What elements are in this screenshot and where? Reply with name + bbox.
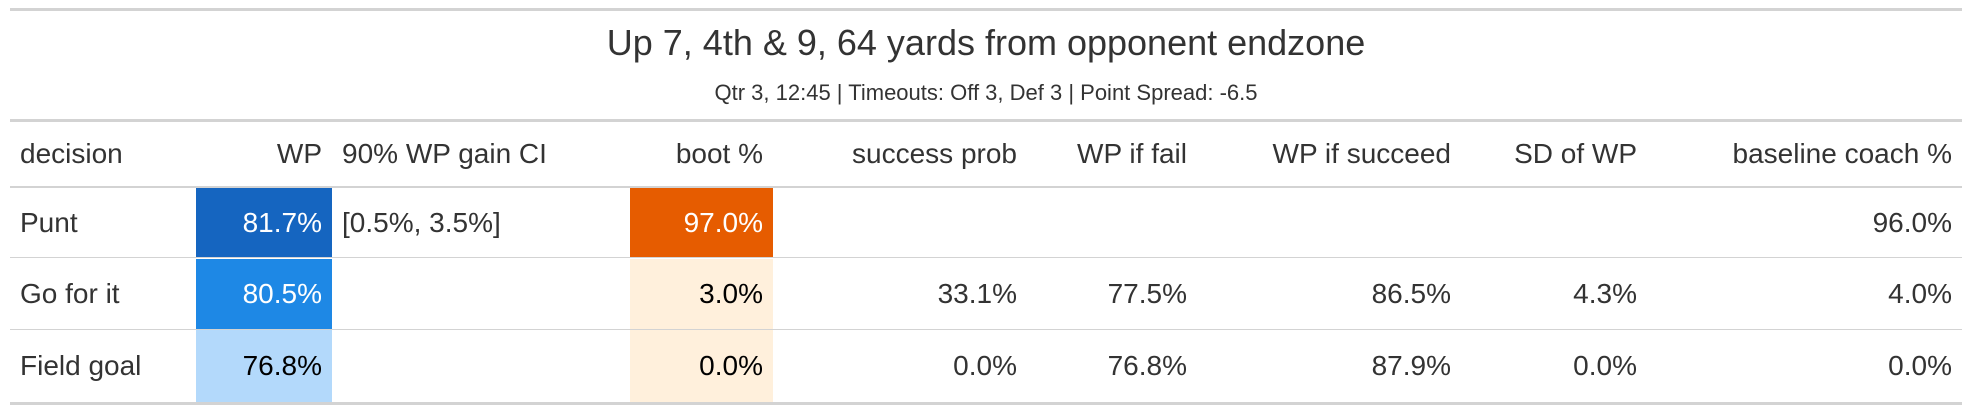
table-subtitle: Qtr 3, 12:45 | Timeouts: Off 3, Def 3 | …	[714, 80, 1258, 105]
decision-cell: Field goal	[20, 350, 142, 381]
sd-cell: 4.3%	[1573, 278, 1637, 309]
wp-cell: 81.7%	[196, 188, 332, 257]
boot-cell: 3.0%	[630, 259, 773, 329]
baseline-cell: 96.0%	[1872, 206, 1952, 238]
fail-cell: 77.5%	[1107, 278, 1187, 309]
header-row: decision WP 90% WP gain CI boot % succes…	[10, 122, 1962, 188]
success-cell	[773, 188, 1027, 257]
succeed-cell	[1197, 188, 1461, 257]
ci-cell	[332, 330, 618, 402]
wp-cell: 76.8%	[196, 330, 332, 402]
fail-cell: 76.8%	[1107, 350, 1187, 381]
col-header-sd: SD of WP	[1514, 138, 1637, 169]
col-header-succeed: WP if succeed	[1272, 138, 1451, 169]
bottom-rule	[10, 402, 1962, 405]
col-header-boot: boot %	[675, 138, 763, 169]
succeed-cell: 87.9%	[1371, 350, 1451, 381]
col-header-wp: WP	[276, 138, 322, 169]
col-header-baseline: baseline coach %	[1732, 138, 1952, 169]
succeed-cell: 86.5%	[1371, 278, 1451, 309]
boot-cell: 0.0%	[630, 330, 773, 402]
col-header-ci: 90% WP gain CI	[342, 138, 547, 169]
header-top-rule	[10, 119, 1962, 122]
top-rule	[10, 8, 1962, 11]
col-header-decision: decision	[20, 138, 123, 169]
ci-cell	[332, 259, 618, 329]
table-title: Up 7, 4th & 9, 64 yards from opponent en…	[606, 22, 1366, 63]
success-cell: 33.1%	[937, 278, 1017, 309]
boot-cell: 97.0%	[630, 188, 773, 257]
decision-cell: Punt	[20, 206, 78, 238]
sd-cell	[1461, 188, 1647, 257]
col-header-fail: WP if fail	[1077, 138, 1187, 169]
table-row: Punt 81.7% [0.5%, 3.5%] 97.0% 96.0%	[10, 188, 1962, 258]
ci-cell: [0.5%, 3.5%]	[342, 206, 501, 238]
col-header-success: success prob	[852, 138, 1017, 169]
wp-cell: 80.5%	[196, 259, 332, 329]
decision-cell: Go for it	[20, 278, 120, 309]
fail-cell	[1027, 188, 1197, 257]
sd-cell: 0.0%	[1573, 350, 1637, 381]
table-row: Go for it 80.5% 3.0% 33.1% 77.5% 86.5% 4…	[10, 259, 1962, 330]
baseline-cell: 0.0%	[1888, 350, 1952, 381]
table-row: Field goal 76.8% 0.0% 0.0% 76.8% 87.9% 0…	[10, 330, 1962, 402]
success-cell: 0.0%	[953, 350, 1017, 381]
baseline-cell: 4.0%	[1888, 278, 1952, 309]
